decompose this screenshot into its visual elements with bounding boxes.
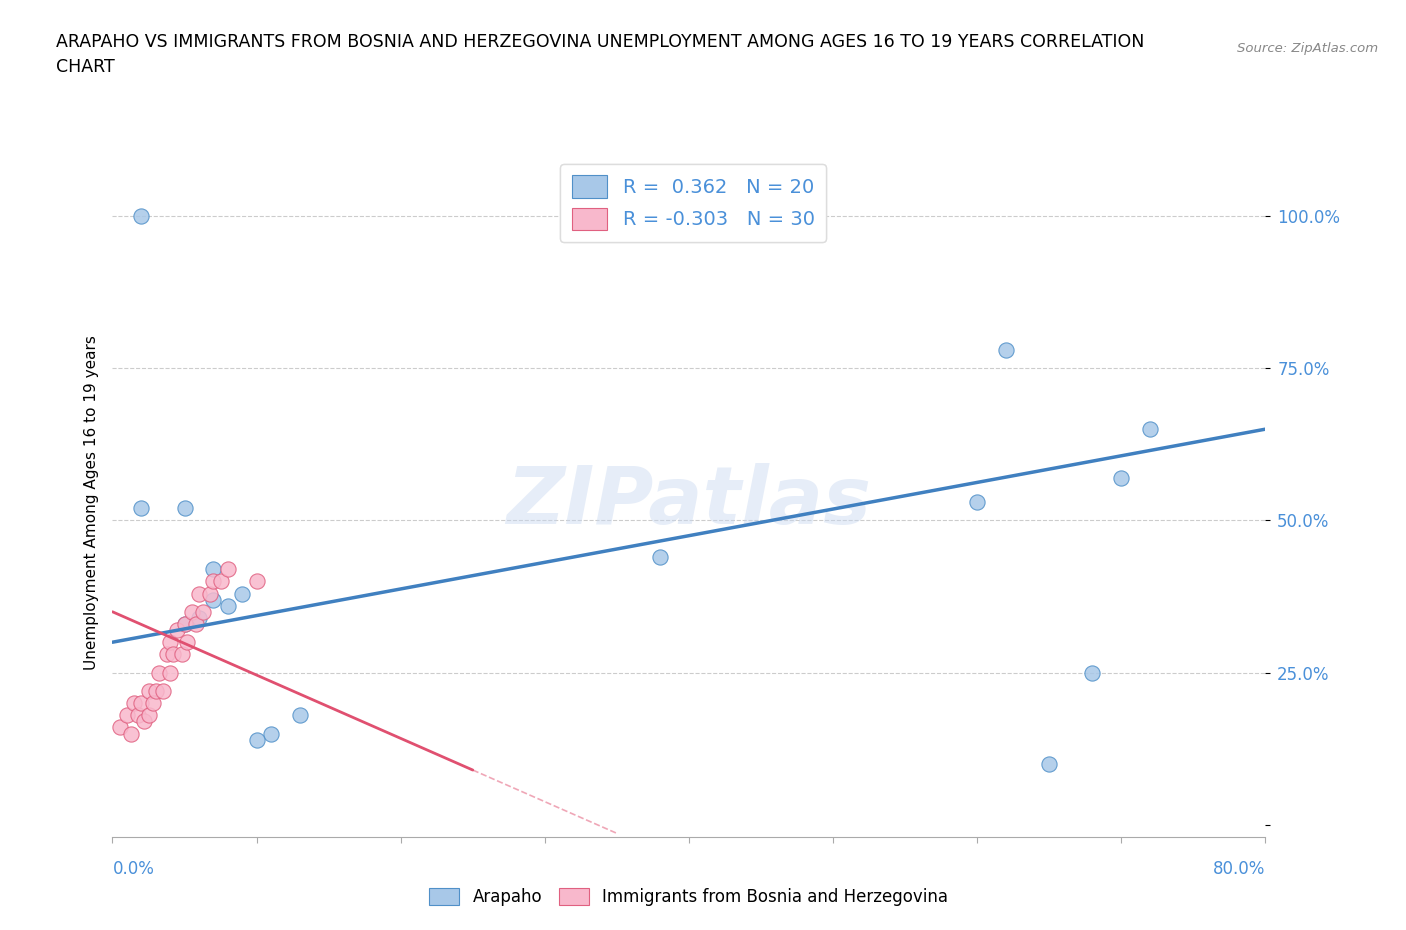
Point (138, 708, 160, 723)
Y-axis label: Unemployment Among Ages 16 to 19 years: Unemployment Among Ages 16 to 19 years (83, 335, 98, 670)
Text: 0.0%: 0.0% (112, 860, 155, 878)
Point (166, 622, 188, 637)
Point (245, 574, 267, 589)
Legend: R =  0.362   N = 20, R = -0.303   N = 30: R = 0.362 N = 20, R = -0.303 N = 30 (561, 164, 827, 242)
Point (173, 501, 195, 516)
Point (156, 647, 179, 662)
Point (129, 696, 153, 711)
Point (260, 726, 283, 741)
Point (134, 714, 156, 729)
Point (120, 726, 142, 741)
Point (202, 574, 225, 589)
Point (115, 708, 138, 723)
Point (995, 342, 1018, 357)
Point (138, 684, 160, 698)
Point (721, 208, 744, 223)
Point (966, 495, 988, 510)
Point (193, 604, 215, 619)
Point (159, 635, 181, 650)
Point (1139, 421, 1161, 436)
Text: Source: ZipAtlas.com: Source: ZipAtlas.com (1237, 42, 1378, 55)
Point (231, 586, 253, 601)
Point (648, 550, 672, 565)
Point (1038, 756, 1060, 771)
Point (184, 617, 207, 631)
Text: CHART: CHART (56, 58, 115, 75)
Point (173, 617, 195, 631)
Point (129, 501, 153, 516)
Legend: Arapaho, Immigrants from Bosnia and Herzegovina: Arapaho, Immigrants from Bosnia and Herz… (423, 881, 955, 912)
Point (188, 610, 211, 625)
Point (1081, 665, 1104, 680)
Point (180, 604, 202, 619)
Point (170, 647, 193, 662)
Point (127, 708, 149, 723)
Text: ARAPAHO VS IMMIGRANTS FROM BOSNIA AND HERZEGOVINA UNEMPLOYMENT AMONG AGES 16 TO : ARAPAHO VS IMMIGRANTS FROM BOSNIA AND HE… (56, 33, 1144, 50)
Point (148, 665, 170, 680)
Point (217, 562, 239, 577)
Point (159, 665, 181, 680)
Point (209, 574, 232, 589)
Point (288, 708, 311, 723)
Point (108, 720, 131, 735)
Point (173, 617, 195, 631)
Point (129, 208, 153, 223)
Point (202, 562, 225, 577)
Point (245, 732, 267, 747)
Point (200, 586, 222, 601)
Text: 80.0%: 80.0% (1213, 860, 1265, 878)
Text: ZIPatlas: ZIPatlas (506, 463, 872, 541)
Point (188, 586, 211, 601)
Point (122, 696, 145, 711)
Point (162, 647, 184, 662)
Point (145, 684, 167, 698)
Point (152, 684, 174, 698)
Point (217, 598, 239, 613)
Point (1111, 471, 1133, 485)
Point (142, 696, 165, 711)
Point (202, 592, 225, 607)
Point (176, 635, 198, 650)
